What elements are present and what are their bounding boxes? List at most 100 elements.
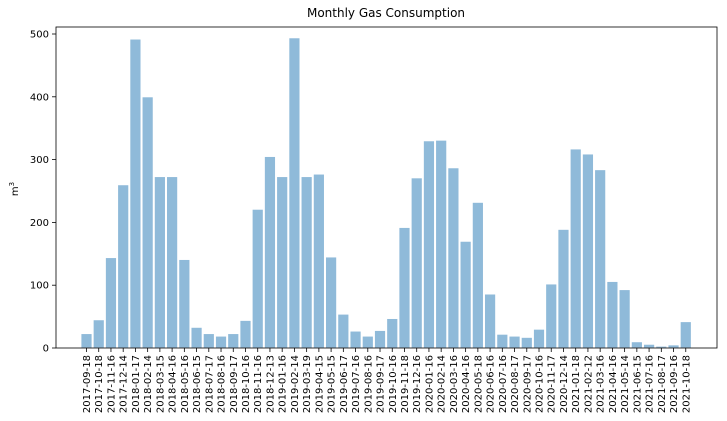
x-tick-label-2021-06-15: 2021-06-15 (632, 355, 643, 413)
bar-2020-04-16 (459, 240, 472, 349)
x-tick-label-2017-11-16: 2017-11-16 (106, 355, 117, 413)
bar-2021-01-18 (569, 148, 582, 349)
bar-2020-01-16 (422, 140, 436, 349)
x-tick-label-2018-10-16: 2018-10-16 (241, 355, 252, 413)
bar-2018-12-13 (263, 155, 277, 349)
x-tick-label-2019-08-16: 2019-08-16 (363, 355, 374, 413)
x-tick-label-2018-02-14: 2018-02-14 (143, 355, 154, 413)
bar-2018-04-16 (166, 176, 179, 349)
x-tick-label-2020-10-16: 2020-10-16 (535, 355, 546, 413)
x-tick-label-2019-01-16: 2019-01-16 (278, 355, 289, 413)
x-tick-label-2018-01-17: 2018-01-17 (131, 355, 142, 413)
bar-2017-10-18 (92, 319, 105, 349)
x-tick-label-2019-03-19: 2019-03-19 (302, 355, 313, 413)
x-tick-label-2019-09-17: 2019-09-17 (376, 355, 387, 413)
x-tick-label-2021-02-12: 2021-02-12 (583, 355, 594, 413)
bar-2021-07-16 (642, 343, 656, 349)
x-tick-label-2019-12-16: 2019-12-16 (412, 355, 423, 413)
bar-2020-10-16 (532, 328, 546, 349)
bar-2020-06-16 (483, 293, 497, 349)
x-tick-label-2018-05-16: 2018-05-16 (180, 355, 191, 413)
bar-2021-04-16 (606, 280, 619, 349)
y-tick-label-300: 300 (30, 155, 49, 166)
bar-2019-10-16 (386, 317, 399, 349)
x-tick-label-2017-12-14: 2017-12-14 (119, 355, 130, 413)
x-tick-label-2020-09-17: 2020-09-17 (522, 355, 533, 413)
bar-2019-04-15 (312, 173, 325, 349)
bar-2019-03-19 (300, 176, 313, 349)
bar-2021-03-16 (594, 169, 607, 349)
x-tick-label-2018-12-13: 2018-12-13 (265, 355, 276, 413)
bar-2018-10-16 (239, 319, 252, 349)
x-tick-label-2021-07-16: 2021-07-16 (645, 355, 656, 413)
bar-2020-09-17 (520, 336, 533, 349)
y-tick-label-200: 200 (30, 218, 49, 229)
x-tick-label-2020-01-16: 2020-01-16 (424, 355, 435, 413)
bar-2018-03-15 (153, 176, 166, 349)
x-tick-label-2019-04-15: 2019-04-15 (314, 355, 325, 413)
bar-2019-09-17 (373, 329, 387, 349)
x-tick-label-2020-02-14: 2020-02-14 (437, 355, 448, 413)
x-tick-label-2020-08-17: 2020-08-17 (510, 355, 521, 413)
bar-2020-11-17 (545, 283, 558, 349)
x-tick-label-2019-06-17: 2019-06-17 (339, 355, 350, 413)
x-tick-label-2021-08-17: 2021-08-17 (657, 355, 668, 413)
y-tick-label-100: 100 (30, 281, 49, 292)
bar-2017-11-16 (104, 257, 118, 349)
bar-2020-08-17 (508, 335, 521, 349)
x-tick-label-2021-09-16: 2021-09-16 (669, 355, 680, 413)
bar-2018-08-16 (214, 335, 228, 349)
bar-2018-11-16 (251, 208, 264, 349)
x-tick-label-2017-10-18: 2017-10-18 (94, 355, 105, 413)
x-tick-label-2018-07-17: 2018-07-17 (204, 355, 215, 413)
x-tick-label-2018-11-16: 2018-11-16 (253, 355, 264, 413)
bar-2018-09-17 (227, 333, 240, 349)
bar-2018-01-17 (129, 38, 142, 349)
x-tick-label-2018-09-17: 2018-09-17 (229, 355, 240, 413)
x-tick-label-2017-09-18: 2017-09-18 (82, 355, 93, 413)
x-tick-label-2019-05-15: 2019-05-15 (327, 355, 338, 413)
x-tick-label-2020-05-18: 2020-05-18 (473, 355, 484, 413)
x-tick-label-2018-04-16: 2018-04-16 (168, 355, 179, 413)
chart-title: Monthly Gas Consumption (307, 6, 465, 20)
bar-2019-06-17 (337, 313, 350, 349)
plot-frame (55, 26, 718, 349)
bar-2019-07-16 (349, 330, 362, 349)
bar-2020-12-14 (557, 228, 570, 349)
bar-2017-09-18 (80, 333, 93, 349)
bar-2019-11-18 (398, 226, 411, 349)
x-tick-label-2020-03-16: 2020-03-16 (449, 355, 460, 413)
bar-2017-12-14 (117, 184, 130, 349)
bar-2021-02-12 (581, 153, 595, 349)
x-tick-label-2018-08-16: 2018-08-16 (217, 355, 228, 413)
bar-2021-05-14 (618, 289, 631, 349)
x-tick-label-2019-11-18: 2019-11-18 (400, 355, 411, 413)
y-axis: 0 100 200 300 400 500 (30, 30, 56, 355)
x-tick-label-2019-07-16: 2019-07-16 (351, 355, 362, 413)
x-tick-label-2021-04-16: 2021-04-16 (608, 355, 619, 413)
bar-2019-05-15 (325, 256, 338, 349)
bar-2019-01-16 (276, 176, 289, 349)
x-tick-label-2019-02-14: 2019-02-14 (290, 355, 301, 413)
x-tick-label-2020-11-17: 2020-11-17 (547, 355, 558, 413)
x-tick-label-2020-07-16: 2020-07-16 (498, 355, 509, 413)
bar-2021-10-18 (679, 321, 692, 349)
bar-2020-02-14 (435, 139, 448, 349)
bar-2018-06-15 (190, 326, 203, 349)
x-tick-label-2020-06-16: 2020-06-16 (486, 355, 497, 413)
x-tick-label-2021-03-16: 2021-03-16 (596, 355, 607, 413)
y-axis-label: m3 (8, 182, 21, 196)
y-tick-label-500: 500 (30, 30, 49, 41)
x-tick-label-2018-03-15: 2018-03-15 (155, 355, 166, 413)
x-tick-label-2021-01-18: 2021-01-18 (571, 355, 582, 413)
bars-group (80, 37, 692, 349)
x-axis: 2017-09-18 2017-10-18 2017-11-16 2017-12-14… (82, 348, 692, 413)
bar-2019-02-14 (288, 37, 301, 349)
bar-2021-06-15 (630, 341, 643, 349)
bar-2019-08-16 (361, 335, 374, 349)
bar-2020-03-16 (447, 167, 460, 349)
y-tick-label-0: 0 (43, 344, 49, 355)
bar-2020-05-18 (471, 201, 484, 349)
bar-2021-09-16 (667, 344, 680, 349)
